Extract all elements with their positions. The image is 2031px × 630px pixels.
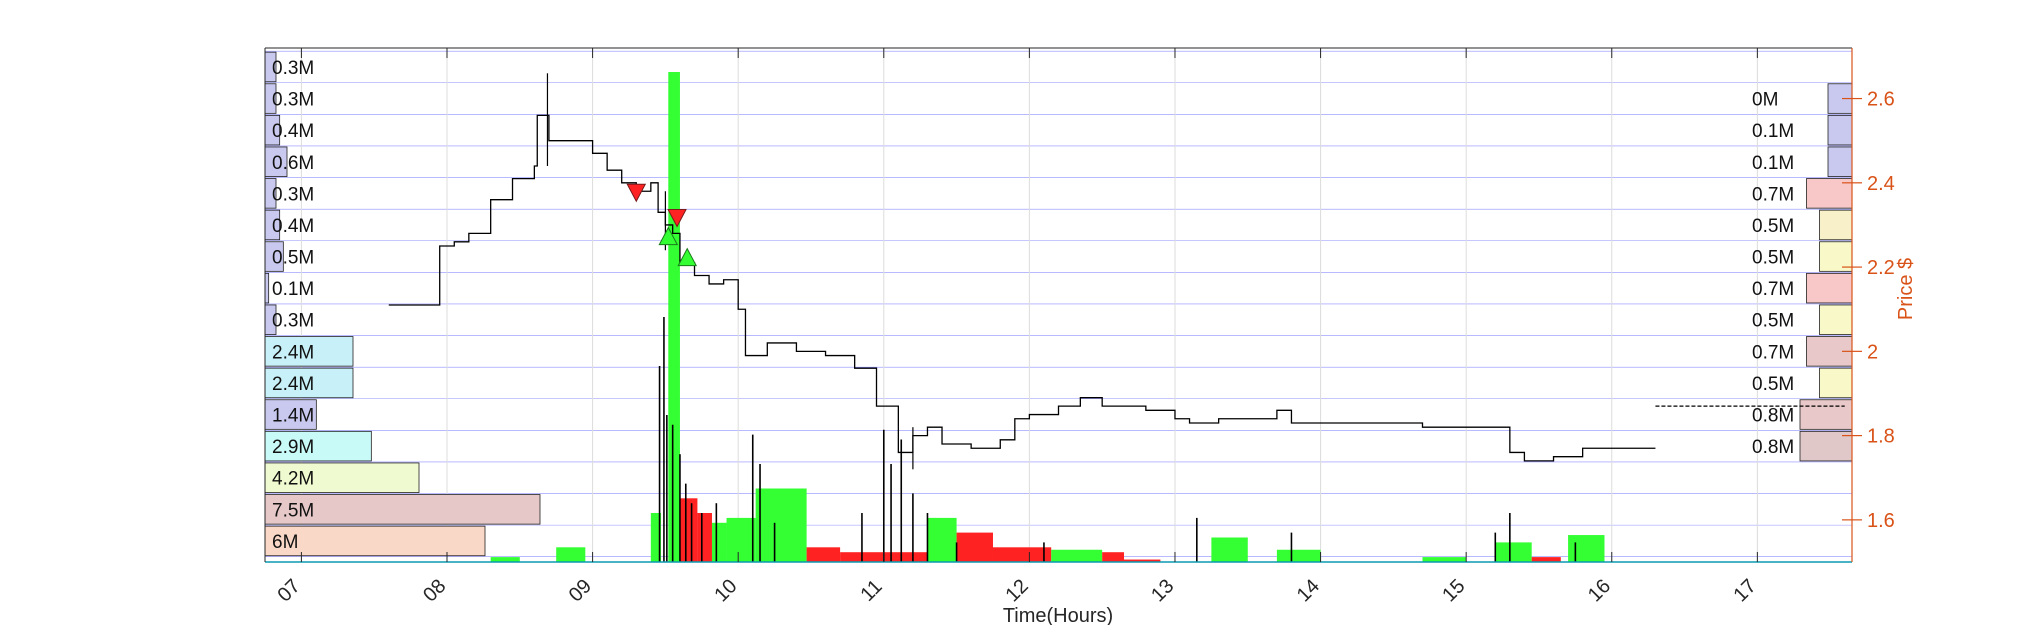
left-profile-bar: [264, 494, 541, 525]
x-tick-label: 17: [1729, 575, 1760, 606]
volume-bar: [679, 498, 698, 562]
trade-markers: [626, 183, 698, 267]
volume-bar: [726, 517, 756, 562]
x-tick-label: 14: [1293, 575, 1324, 606]
volume-bar: [755, 488, 807, 562]
left-volume-profile: 0.3M 0.3M 0.4M 0.6M 0.3M 0.4M 0.5M 0.1M 0.3M 2.4M…: [264, 51, 541, 557]
right-profile-bar: [1799, 399, 1853, 430]
y-tick-label: 1.8: [1867, 426, 1895, 448]
volume-bar: [992, 547, 1052, 562]
x-tick-label: 09: [565, 575, 596, 606]
x-axis-label: Time(Hours): [1003, 605, 1113, 625]
x-tick-label: 16: [1584, 575, 1615, 606]
right-profile-label: 0.5M: [1752, 374, 1794, 395]
left-profile-label: 0.3M: [272, 90, 314, 111]
right-profile-label: 0.7M: [1752, 279, 1794, 300]
y-tick-label: 2.4: [1867, 173, 1895, 195]
left-profile-label: 4.2M: [272, 469, 314, 490]
volume-bar: [1276, 549, 1321, 562]
volume-bar: [697, 513, 712, 562]
sell-marker: [667, 209, 687, 228]
x-tick-label: 13: [1147, 575, 1178, 606]
y-tick-label: 2: [1867, 341, 1878, 363]
sell-marker: [626, 183, 647, 203]
left-profile-label: 7.5M: [272, 500, 314, 521]
left-profile-bar: [264, 367, 354, 399]
volume-bar: [1422, 557, 1467, 562]
volume-bar: [556, 547, 586, 562]
y-tick-label: 1.6: [1867, 510, 1895, 532]
right-profile-label: 0.5M: [1752, 248, 1794, 269]
volume-bar: [1568, 535, 1605, 562]
left-profile-label: 2.4M: [272, 374, 314, 395]
right-profile-label: 0.8M: [1752, 406, 1794, 427]
left-profile-label: 0.1M: [272, 279, 314, 300]
volume-bar: [1124, 559, 1161, 562]
left-profile-bar: [264, 336, 354, 367]
left-profile-label: 6M: [272, 532, 298, 553]
right-profile-bar: [1819, 304, 1853, 335]
volume-bar: [1495, 542, 1532, 562]
y-tick-label: 2.2: [1867, 257, 1895, 279]
left-profile-label: 0.3M: [272, 58, 314, 79]
left-profile-label: 0.4M: [272, 216, 314, 237]
grid-lines: [265, 48, 1852, 562]
left-profile-label: 0.5M: [272, 248, 314, 269]
right-profile-bar: [1819, 367, 1853, 399]
volume-bar: [956, 532, 993, 562]
plot-area: [265, 48, 1852, 562]
volume-bar: [806, 547, 841, 562]
volume-bar: [1051, 549, 1103, 562]
left-profile-label: 0.3M: [272, 184, 314, 205]
volume-bar: [927, 517, 957, 562]
volume-bar: [1211, 537, 1248, 562]
right-profile-label: 0.8M: [1752, 437, 1794, 458]
right-profile-label: 0.1M: [1752, 121, 1794, 142]
right-profile-bar: [1819, 209, 1853, 241]
left-profile-label: 0.4M: [272, 121, 314, 142]
left-profile-bar: [264, 462, 420, 493]
buy-marker: [658, 226, 679, 246]
right-profile-label: 0.5M: [1752, 216, 1794, 237]
x-tick-label: 10: [710, 575, 741, 606]
right-volume-profile: 0M 0.1M 0.1M 0.7M 0.5M 0.5M 0.7M 0.5M 0.7M 0.5M 0.…: [1752, 83, 1853, 462]
right-profile-label: 0.7M: [1752, 184, 1794, 205]
volume-bar: [668, 72, 680, 562]
volume-bar: [490, 557, 520, 562]
price-series: [388, 73, 1845, 470]
right-profile-label: 0.7M: [1752, 342, 1794, 363]
volume-bar: [1102, 552, 1125, 562]
left-profile-label: 1.4M: [272, 406, 314, 427]
left-profile-label: 0.3M: [272, 311, 314, 332]
x-tick-label: 11: [856, 576, 886, 606]
x-tick-label: 15: [1438, 575, 1469, 606]
x-tick-label: 07: [274, 575, 305, 606]
right-profile-label: 0.1M: [1752, 153, 1794, 174]
y-tick-label: 2.6: [1867, 89, 1895, 111]
right-profile-bar: [1827, 114, 1853, 146]
volume-bar: [711, 522, 727, 562]
x-tick-label: 12: [1001, 575, 1032, 606]
left-profile-bar: [264, 399, 317, 430]
price-line: [388, 114, 1656, 462]
right-profile-label: 0M: [1752, 90, 1778, 111]
right-profile-bar: [1799, 430, 1853, 462]
left-profile-label: 2.4M: [272, 342, 314, 363]
left-profile-bar: [264, 272, 270, 304]
volume-bar: [1531, 557, 1561, 562]
right-profile-bar: [1806, 272, 1853, 304]
volume-bar: [650, 513, 662, 562]
left-profile-label: 0.6M: [272, 153, 314, 174]
buy-marker: [677, 247, 698, 267]
right-profile-bar: [1827, 146, 1853, 177]
y-axis-label: Price $: [1895, 258, 1917, 320]
left-profile-bar: [264, 430, 372, 462]
right-profile-label: 0.5M: [1752, 311, 1794, 332]
volume-bars: [490, 72, 1605, 562]
x-tick-label: 08: [419, 575, 450, 606]
left-profile-label: 2.9M: [272, 437, 314, 458]
